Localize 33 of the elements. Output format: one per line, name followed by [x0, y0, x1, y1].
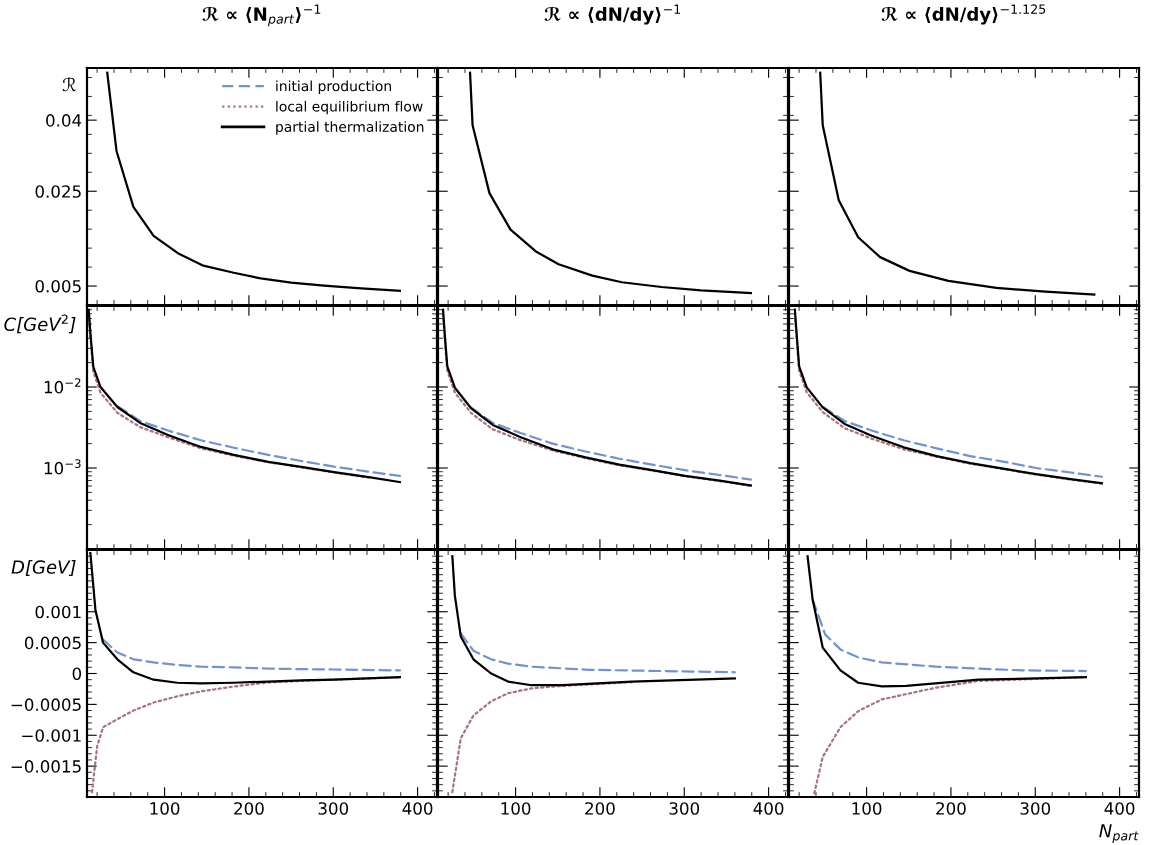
y-axis-title: C[GeV$^{2}$]	[4, 314, 76, 334]
y-tick-label: 10$^{−2}$	[44, 378, 81, 394]
x-tick-label: 300	[318, 802, 349, 815]
x-tick-label: 300	[1020, 802, 1051, 815]
x-tick-label: 200	[585, 802, 615, 815]
y-tick-label: 0.04	[46, 114, 82, 127]
legend-label: initial production	[276, 80, 391, 94]
y-axis-title: D[GeV]	[11, 559, 76, 576]
legend-label: local equilibrium flow	[276, 100, 423, 115]
x-tick-label: 400	[402, 802, 433, 815]
x-tick-label: 100	[501, 802, 531, 815]
x-tick-label: 100	[852, 802, 882, 815]
y-axis-title: ℛ	[62, 77, 76, 92]
y-tick-label: 0.025	[35, 185, 81, 198]
y-tick-label: −0.0005	[11, 698, 81, 711]
y-tick-label: 0.005	[35, 280, 81, 293]
x-tick-label: 400	[753, 802, 784, 815]
y-tick-label: 0	[72, 667, 82, 681]
x-tick-label: 300	[669, 802, 700, 815]
y-tick-label: −0.0015	[11, 760, 81, 773]
chart-title: ℛ ∝ ⟨dN/dy⟩$^{−1}$	[544, 4, 681, 25]
y-tick-label: 0.0005	[24, 636, 81, 650]
y-tick-label: −0.001	[22, 729, 81, 742]
x-tick-label: 400	[1104, 802, 1135, 815]
x-tick-label: 200	[936, 802, 966, 815]
y-tick-label: 0.001	[35, 605, 81, 619]
chart-title: ℛ ∝ ⟨dN/dy⟩$^{−1.125}$	[881, 4, 1046, 25]
x-tick-label: 100	[150, 802, 180, 815]
y-tick-label: 10$^{−3}$	[44, 459, 81, 475]
x-axis-title: N$_{part}$	[1099, 824, 1139, 843]
legend-label: partial thermalization	[276, 121, 424, 135]
chart-title: ℛ ∝ ⟨N$_{part}$⟩$^{−1}$	[202, 4, 321, 27]
x-tick-label: 200	[234, 802, 264, 815]
